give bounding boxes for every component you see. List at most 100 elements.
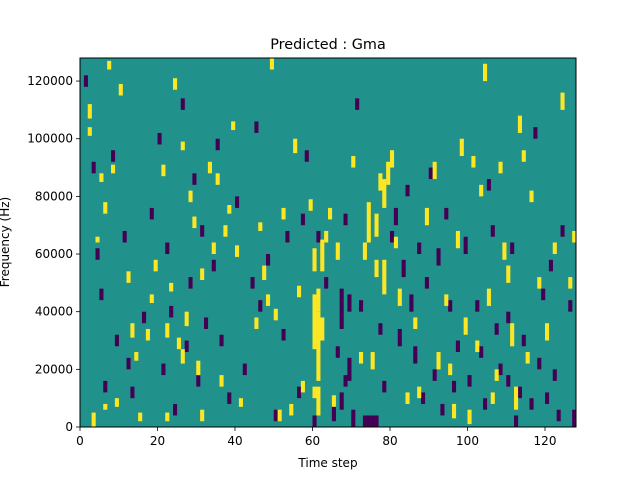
heatmap-cell-low (362, 415, 367, 427)
heatmap-cell-high (390, 150, 395, 168)
y-axis-label: Frequency (Hz) (0, 197, 12, 288)
heatmap-cell-low (266, 254, 271, 266)
heatmap-cell-low (424, 277, 429, 289)
heatmap-cell-high (529, 190, 534, 203)
heatmap-cell-low (324, 277, 329, 289)
heatmap-cell-high (192, 216, 197, 229)
heatmap-cell-low (506, 375, 511, 387)
heatmap-cell-high (494, 369, 499, 381)
heatmap-cell-high (227, 205, 232, 214)
y-tick-label: 60000 (35, 247, 73, 261)
heatmap-cell-high (87, 104, 92, 119)
heatmap-cell-high (436, 352, 441, 370)
heatmap-cell-high (196, 360, 201, 376)
heatmap-cell-low (483, 398, 488, 410)
heatmap-cell-high (300, 380, 305, 393)
heatmap-cell-high (235, 245, 240, 257)
heatmap-cell-high (281, 207, 286, 220)
heatmap-cell-high (324, 230, 329, 243)
heatmap-cell-high (297, 285, 302, 298)
y-tick-label: 80000 (35, 189, 73, 203)
heatmap-cell-high (277, 409, 282, 422)
heatmap-cell-low (545, 392, 550, 404)
heatmap-cell-low (548, 259, 553, 272)
heatmap-cell-high (560, 92, 565, 110)
heatmap-cell-low (428, 167, 433, 180)
heatmap-cell-high (87, 127, 92, 136)
heatmap-cell-high (537, 277, 542, 289)
heatmap-cell-high (405, 392, 410, 404)
heatmap-cell-high (165, 323, 170, 338)
heatmap-cell-high (397, 288, 402, 306)
y-tick-label: 0 (65, 420, 73, 434)
heatmap-cell-low (370, 415, 375, 427)
heatmap-cell-high (312, 294, 317, 350)
heatmap-cell-low (533, 127, 538, 139)
heatmap-cell-low (374, 415, 379, 427)
heatmap-cell-high (180, 349, 185, 364)
heatmap-cell-low (91, 161, 96, 174)
heatmap-cell-high (316, 386, 321, 416)
heatmap-cell-high (568, 277, 573, 289)
heatmap-cell-high (254, 317, 259, 329)
heatmap-cell-low (393, 207, 398, 226)
heatmap-cell-high (316, 311, 321, 381)
heatmap-cell-high (386, 161, 391, 185)
heatmap-cell-high (153, 259, 158, 272)
heatmap-cell-high (510, 323, 515, 347)
heatmap-cell-high (312, 386, 317, 399)
heatmap-cell-low (111, 150, 116, 162)
heatmap-cell-low (114, 334, 119, 347)
heatmap-cell-high (370, 352, 375, 370)
heatmap-cell-low (448, 300, 453, 312)
heatmap-cell-high (99, 173, 104, 182)
heatmap-cell-high (231, 121, 236, 131)
heatmap-cell-low (560, 225, 565, 237)
heatmap-cell-high (103, 403, 108, 410)
heatmap-cell-low (192, 173, 197, 185)
heatmap-cell-low (173, 403, 178, 416)
heatmap-cell-low (95, 248, 100, 260)
heatmap-cell-low (475, 300, 480, 312)
heatmap-cell-high (215, 173, 220, 185)
heatmap-cell-low (355, 98, 360, 110)
heatmap-cell-high (335, 242, 340, 260)
heatmap-cell-high (483, 63, 488, 82)
heatmap-cell-low (242, 363, 247, 376)
heatmap-cell-high (382, 259, 387, 295)
heatmap-cell-high (184, 311, 189, 327)
heatmap-cell-high (238, 398, 243, 407)
heatmap-cell-low (506, 311, 511, 324)
heatmap-cell-low (331, 403, 336, 422)
heatmap-cell-high (331, 395, 336, 407)
heatmap-cell-low (83, 75, 88, 87)
x-tick-label: 60 (305, 434, 320, 448)
heatmap-cell-high (316, 288, 321, 312)
heatmap-cell-low (169, 305, 174, 318)
heatmap-cell-high (490, 392, 495, 404)
x-tick-label: 40 (227, 434, 242, 448)
heatmap-cell-high (258, 222, 263, 231)
heatmap-cell-high (366, 202, 371, 243)
heatmap-cell-high (200, 409, 205, 422)
heatmap-cell-low (204, 317, 209, 329)
heatmap-cell-high (525, 352, 530, 364)
heatmap-cell-low (316, 230, 321, 243)
heatmap-cell-high (173, 78, 178, 90)
heatmap-cell-low (366, 415, 371, 427)
heatmap-cell-high (320, 317, 325, 341)
heatmap-cell-low (157, 132, 162, 145)
heatmap-cell-low (405, 184, 410, 197)
heatmap-cell-low (490, 225, 495, 237)
heatmap-cell-low (304, 150, 309, 162)
heatmap-cell-low (165, 242, 170, 255)
heatmap-cell-high (545, 323, 550, 341)
heatmap-cell-low (149, 207, 154, 220)
plot-area (80, 58, 577, 427)
heatmap-cell-low (444, 207, 449, 220)
heatmap-cell-high (95, 236, 100, 243)
heatmap-cell-low (180, 98, 185, 110)
heatmap-cell-high (521, 150, 526, 162)
heatmap-cell-high (134, 352, 139, 361)
